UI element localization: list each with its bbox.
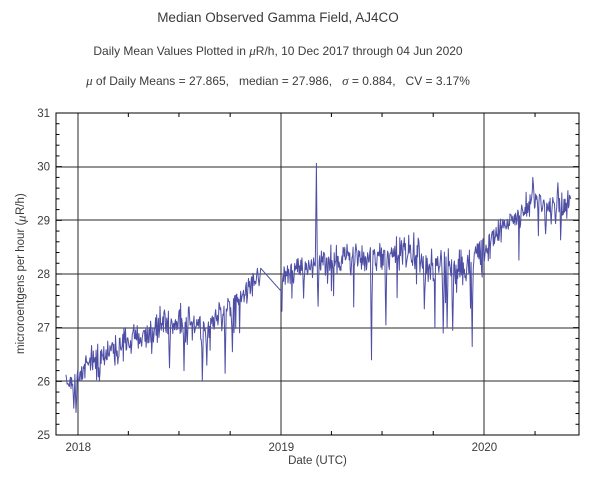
y-axis-label-text-2: R/h) (15, 193, 27, 216)
y-tick-label: 27 (37, 323, 50, 335)
x-tick-label: 2018 (65, 442, 91, 454)
y-tick-label: 29 (37, 215, 50, 227)
mu-symbol: μ (249, 43, 256, 58)
tick-labels: 25 26 27 28 29 30 31 2018 2019 2020 (37, 108, 497, 454)
axis-ticks (56, 112, 579, 436)
chart-title: Median Observed Gamma Field, AJ4CO (157, 10, 399, 25)
plot-frame (55, 112, 580, 436)
mu-symbol: μ (13, 215, 29, 222)
x-axis-label: Date (UTC) (288, 455, 347, 467)
subtitle-text: Daily Mean Values Plotted in (93, 44, 250, 58)
y-tick-label: 31 (37, 108, 50, 120)
stats-text: of Daily Means = 27.865, median = 27.986… (92, 74, 343, 88)
y-tick-label: 26 (37, 376, 50, 388)
stats-text-2: = 0.884, CV = 3.17% (348, 74, 470, 88)
y-tick-label: 28 (37, 269, 50, 281)
y-tick-label: 30 (37, 162, 50, 174)
subtitle-text-2: R/h, 10 Dec 2017 through 04 Jun 2020 (255, 44, 463, 58)
y-axis-label: microroentgens per hour (μ R/h) (13, 113, 29, 435)
y-axis-label-text: microroentgens per hour ( (15, 221, 27, 355)
chart-stats-line: μ of Daily Means = 27.865, median = 27.9… (0, 74, 556, 88)
chart-subtitle: Daily Mean Values Plotted in μR/h, 10 De… (0, 44, 556, 58)
y-tick-label: 25 (37, 430, 50, 442)
mu-symbol: μ (86, 73, 93, 88)
sigma-symbol: σ (342, 73, 349, 88)
x-tick-label: 2020 (472, 442, 498, 454)
data-line (65, 162, 572, 413)
x-tick-label: 2019 (269, 442, 295, 454)
